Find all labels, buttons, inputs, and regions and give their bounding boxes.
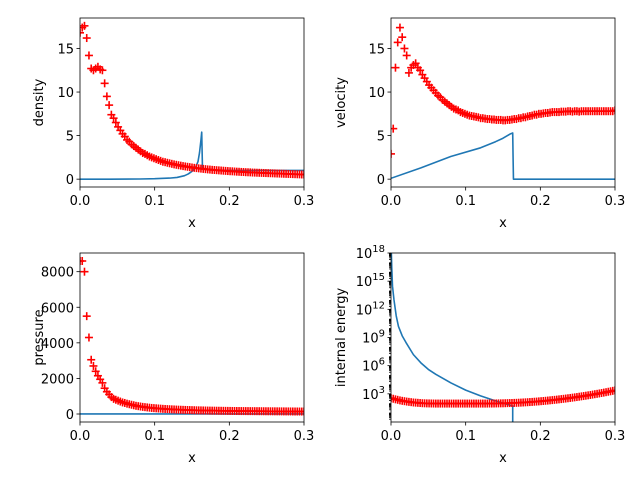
pressure-data-marker	[84, 333, 93, 342]
pressure-data-marker	[80, 267, 89, 276]
velocity-x-tick-label: 0.3	[605, 194, 626, 209]
velocity-data-marker	[391, 149, 395, 158]
internal-energy-y-tick-label: 106	[362, 357, 385, 375]
density-data-marker	[98, 66, 107, 75]
internal-energy-y-tick-label: 1012	[356, 300, 385, 318]
internal-energy-panel: 0.0 0.1 0.2 0.3 103 106 109 1012 1015 1018 x intern…	[334, 244, 625, 466]
velocity-y-tick-label: 5	[377, 130, 385, 145]
velocity-axes-frame	[390, 17, 616, 188]
density-data-marker	[111, 118, 120, 127]
velocity-x-tick-label: 0.1	[455, 194, 476, 209]
density-data-marker	[102, 92, 111, 101]
velocity-data-marker	[404, 68, 413, 77]
density-data-marker	[80, 28, 84, 37]
internal-energy-model-line	[391, 253, 514, 422]
internal-energy-x-tick-label: 0.1	[455, 429, 476, 444]
density-y-tick-label: 10	[57, 86, 74, 101]
pressure-y-axis-label: pressure	[32, 309, 47, 365]
density-data-marker	[80, 21, 89, 30]
velocity-data-marker	[416, 66, 425, 75]
pressure-x-tick-label: 0.1	[144, 429, 165, 444]
pressure-x-tick-label: 0.0	[70, 429, 91, 444]
pressure-plot-area	[80, 257, 304, 416]
internal-energy-x-tick-label: 0.3	[605, 429, 626, 444]
density-data-marker	[100, 79, 109, 88]
pressure-y-tick-label: 6000	[41, 301, 74, 316]
pressure-data-marker	[80, 257, 87, 266]
velocity-data-marker	[391, 63, 400, 72]
velocity-x-tick-label: 0.2	[530, 194, 551, 209]
pressure-x-tick-label: 0.2	[219, 429, 240, 444]
pressure-data-marker	[300, 407, 304, 416]
internal-energy-x-tick-label: 0.2	[530, 429, 551, 444]
pressure-axes-frame	[79, 252, 305, 423]
velocity-data-marker	[402, 51, 411, 60]
internal-energy-y-tick-label: 1018	[356, 244, 385, 262]
internal-energy-y-tick-label: 103	[362, 385, 385, 403]
velocity-data-marker	[400, 44, 409, 53]
density-plot-area	[80, 21, 304, 180]
density-data-marker	[109, 114, 118, 123]
velocity-data-marker	[393, 38, 402, 47]
density-data-marker	[84, 51, 93, 60]
density-data-marker	[82, 34, 91, 43]
internal-energy-y-tick-label: 1015	[356, 272, 385, 290]
velocity-model-line	[391, 132, 615, 180]
velocity-x-tick-label: 0.0	[381, 194, 402, 209]
velocity-panel: 0.0 0.1 0.2 0.3 0 5 10 15 x velocity	[334, 17, 626, 231]
velocity-data-marker	[398, 33, 407, 42]
pressure-data-marker	[87, 355, 96, 364]
velocity-x-axis-label: x	[499, 216, 507, 231]
pressure-x-axis-label: x	[188, 451, 196, 466]
density-x-tick-label: 0.0	[70, 194, 91, 209]
density-y-tick-label: 5	[66, 130, 74, 145]
density-data-marker	[105, 101, 114, 110]
pressure-data-marker	[98, 378, 107, 387]
density-y-axis-label: density	[32, 78, 47, 126]
internal-energy-y-axis-label: internal energy	[334, 288, 349, 388]
velocity-data-marker	[391, 124, 398, 133]
density-x-tick-label: 0.3	[294, 194, 315, 209]
pressure-y-tick-label: 0	[66, 408, 74, 423]
pressure-y-tick-label: 8000	[41, 266, 74, 281]
pressure-data-marker	[91, 367, 100, 376]
velocity-plot-area	[391, 23, 615, 180]
velocity-y-tick-label: 0	[377, 173, 385, 188]
pressure-panel: 0.0 0.1 0.2 0.3 0 2000 4000 6000 8000 x pressure	[32, 252, 315, 466]
velocity-data-marker	[611, 106, 615, 115]
internal-energy-x-axis-label: x	[499, 451, 507, 466]
velocity-y-axis-label: velocity	[334, 77, 349, 128]
density-x-tick-label: 0.1	[144, 194, 165, 209]
pressure-data-marker	[82, 312, 91, 321]
pressure-y-tick-label: 4000	[41, 337, 74, 352]
density-x-axis-label: x	[188, 216, 196, 231]
density-x-tick-label: 0.2	[219, 194, 240, 209]
velocity-data-marker	[411, 59, 420, 68]
density-y-tick-label: 0	[66, 173, 74, 188]
internal-energy-x-tick-label: 0.0	[381, 429, 402, 444]
density-y-tick-label: 15	[57, 42, 74, 57]
density-panel: 0.0 0.1 0.2 0.3 0 5 10 15 x density	[32, 17, 315, 231]
internal-energy-plot-area	[391, 253, 615, 422]
density-data-marker	[300, 170, 304, 179]
velocity-data-marker	[608, 107, 615, 116]
internal-energy-y-tick-label: 109	[362, 329, 385, 347]
internal-energy-data-marker	[611, 386, 615, 395]
velocity-y-tick-label: 10	[368, 86, 385, 101]
pressure-x-tick-label: 0.3	[294, 429, 315, 444]
pressure-y-tick-label: 2000	[41, 372, 74, 387]
pressure-data-marker	[89, 361, 98, 370]
velocity-y-tick-label: 15	[368, 42, 385, 57]
velocity-data-marker	[395, 23, 404, 32]
density-axes-frame	[79, 17, 305, 188]
